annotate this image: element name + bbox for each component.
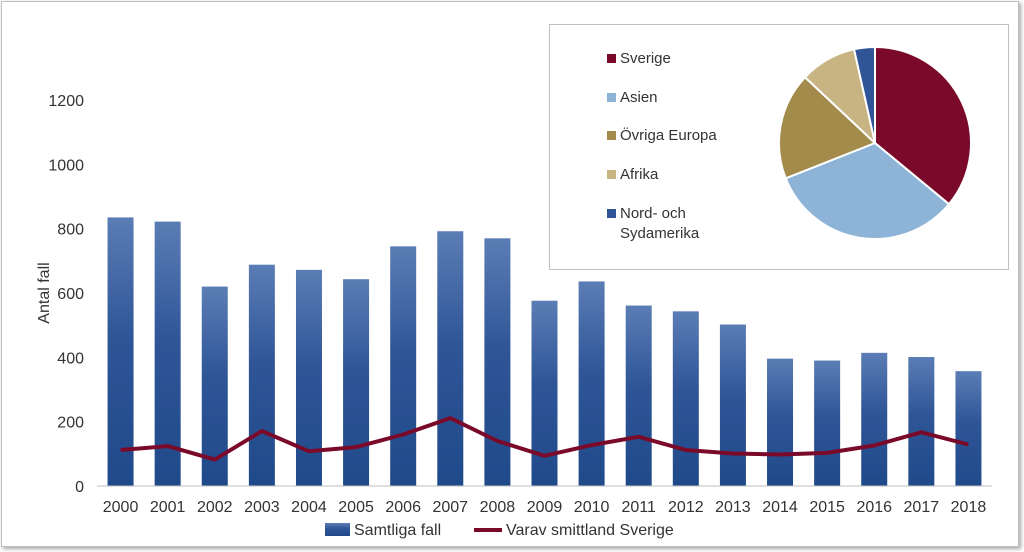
x-tick-label: 2012 xyxy=(668,499,704,516)
x-tick-label: 2013 xyxy=(715,499,751,516)
bar-2014 xyxy=(767,359,793,486)
x-tick-label: 2009 xyxy=(527,499,563,516)
pie-legend-swatch xyxy=(607,131,616,140)
x-tick-label: 2018 xyxy=(951,499,987,516)
y-tick-label: 0 xyxy=(75,479,84,496)
pie-legend-label: Nord- och Sydamerika xyxy=(620,205,699,242)
y-tick-label: 200 xyxy=(57,415,84,432)
y-tick-label: 400 xyxy=(57,350,84,367)
bar-2015 xyxy=(814,361,840,486)
pie-legend-swatch xyxy=(607,93,616,102)
x-tick-label: 2014 xyxy=(762,499,798,516)
y-tick-label: 800 xyxy=(57,222,84,239)
x-tick-label: 2007 xyxy=(432,499,468,516)
bar-2007 xyxy=(437,231,463,486)
x-tick-label: 2017 xyxy=(904,499,940,516)
bar-2011 xyxy=(626,306,652,486)
y-tick-label: 1200 xyxy=(48,93,84,110)
x-tick-label: 2000 xyxy=(103,499,139,516)
x-tick-label: 2010 xyxy=(574,499,610,516)
y-tick-label: 1000 xyxy=(48,157,84,174)
x-tick-label: 2016 xyxy=(856,499,892,516)
bar-2013 xyxy=(720,325,746,486)
x-tick-label: 2015 xyxy=(809,499,845,516)
y-tick-label: 600 xyxy=(57,286,84,303)
legend-label-samtliga-fall: Samtliga fall xyxy=(354,522,441,539)
bar-2000 xyxy=(108,217,134,486)
pie-legend-label: Asien xyxy=(620,89,658,106)
pie-legend-item-sverige: Sverige xyxy=(620,49,671,69)
pie-legend-label: Afrika xyxy=(620,166,658,183)
pie-legend-item-afrika: Afrika xyxy=(620,165,658,185)
pie-chart-panel: Sverige Asien Övriga Europa Afrika Nord-… xyxy=(549,24,1009,270)
bar-2005 xyxy=(343,279,369,486)
legend-label-varav-smittland: Varav smittland Sverige xyxy=(506,522,674,539)
x-tick-label: 2011 xyxy=(622,499,657,516)
pie-legend-item-nord-och-sydamerika: Nord- och Sydamerika xyxy=(620,204,760,244)
legend-swatch-samtliga-fall xyxy=(325,523,350,536)
x-tick-label: 2006 xyxy=(385,499,421,516)
x-tick-label: 2008 xyxy=(480,499,516,516)
pie-legend-item-asien: Asien xyxy=(620,88,658,108)
pie-chart xyxy=(550,25,1008,269)
y-axis-label: Antal fall xyxy=(36,262,53,323)
bar-2010 xyxy=(579,281,605,486)
bar-2017 xyxy=(908,357,934,486)
bar-2009 xyxy=(532,301,558,486)
pie-legend-swatch xyxy=(607,54,616,63)
x-tick-label: 2003 xyxy=(244,499,280,516)
bar-2018 xyxy=(955,371,981,486)
bar-2016 xyxy=(861,353,887,486)
pie-legend-label: Sverige xyxy=(620,50,671,67)
x-tick-label: 2001 xyxy=(150,499,186,516)
bar-2012 xyxy=(673,311,699,486)
bar-2003 xyxy=(249,265,275,486)
bar-2004 xyxy=(296,270,322,486)
x-tick-label: 2005 xyxy=(338,499,374,516)
x-tick-label: 2002 xyxy=(197,499,233,516)
bar-2008 xyxy=(484,238,510,486)
pie-legend-item-ovriga-europa: Övriga Europa xyxy=(620,126,717,146)
pie-legend-swatch xyxy=(607,170,616,179)
bar-2006 xyxy=(390,246,416,486)
pie-legend-swatch xyxy=(607,209,616,218)
x-tick-label: 2004 xyxy=(291,499,327,516)
pie-legend-label: Övriga Europa xyxy=(620,127,717,144)
